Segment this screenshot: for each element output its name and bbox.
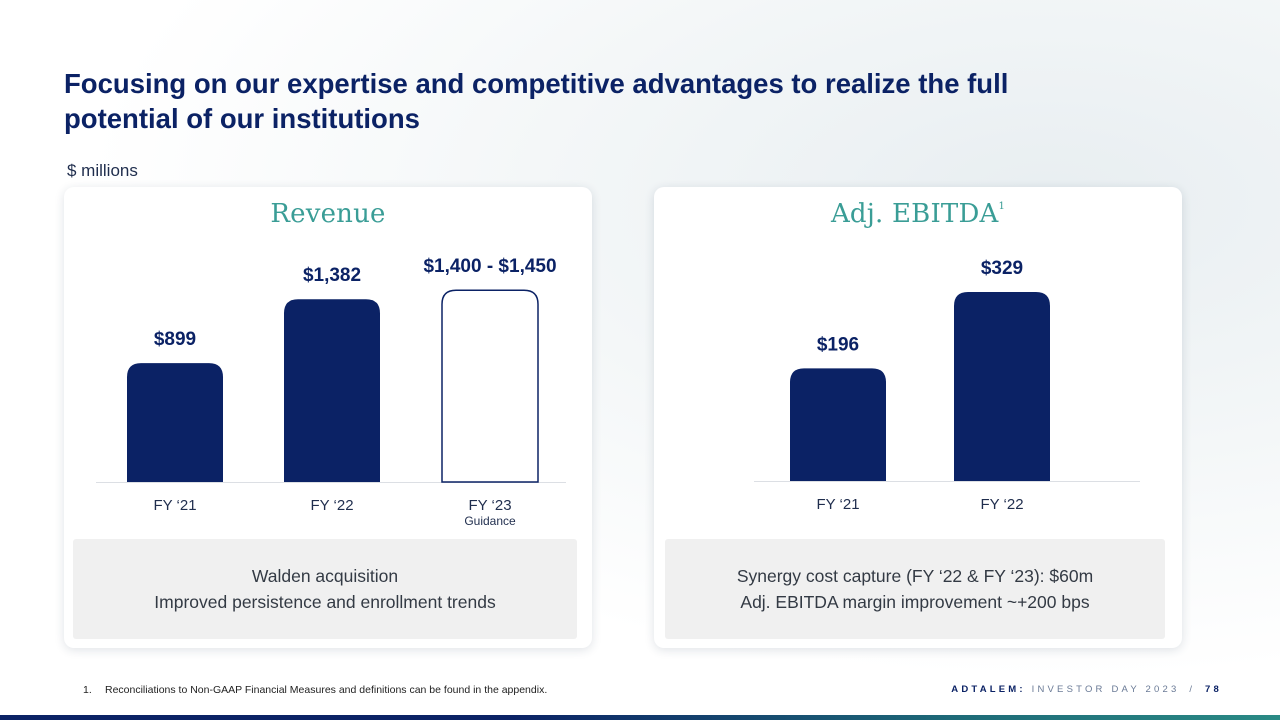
- ebitda-title-footnote-marker: 1: [998, 201, 1006, 212]
- footnote-text: Reconciliations to Non-GAAP Financial Me…: [105, 684, 548, 696]
- revenue-data-label-2: $1,382: [303, 265, 361, 286]
- ebitda-data-label-1: $196: [817, 334, 859, 355]
- footer-brand: ADTALEM: INVESTOR DAY 2023 / 78: [951, 684, 1222, 695]
- revenue-bar-2: [284, 299, 380, 482]
- revenue-chart-title: Revenue: [270, 199, 386, 229]
- revenue-callout: Walden acquisition Improved persistence …: [73, 539, 577, 639]
- revenue-data-label-3: $1,400 - $1,450: [423, 256, 556, 277]
- revenue-callout-line-1: Walden acquisition: [251, 566, 399, 586]
- page-title: Focusing on our expertise and competitiv…: [64, 68, 1009, 134]
- revenue-category-label-1: FY ‘21: [153, 497, 196, 514]
- revenue-bar-3: [441, 289, 539, 483]
- ebitda-callout-line-1: Synergy cost capture (FY ‘22 & FY ‘23): …: [736, 566, 1094, 586]
- footnote-number: 1.: [83, 684, 92, 696]
- ebitda-chart-title: Adj. EBITDA1: [654, 199, 1182, 229]
- page-number: 78: [1205, 684, 1222, 695]
- brand-event: INVESTOR DAY 2023: [1031, 684, 1180, 695]
- revenue-category-label-3: FY ‘23: [468, 497, 511, 514]
- ebitda-callout: Synergy cost capture (FY ‘22 & FY ‘23): …: [665, 539, 1165, 639]
- revenue-card: Revenue $899 FY ‘21 $1,382 FY ‘22 $1,400 - $…: [64, 187, 592, 648]
- revenue-callout-line-2: Improved persistence and enrollment tren…: [154, 592, 496, 612]
- ebitda-data-label-2: $329: [981, 258, 1023, 279]
- revenue-chart: $899 FY ‘21 $1,382 FY ‘22 $1,400 - $1,450 FY …: [96, 256, 566, 528]
- units-label: $ millions: [67, 161, 138, 180]
- ebitda-card: Adj. EBITDA1 $196 FY ‘21 $329 FY ‘22 Synerg…: [654, 187, 1182, 648]
- revenue-bar-1: [127, 363, 223, 482]
- revenue-category-sublabel-3: Guidance: [464, 514, 516, 528]
- bottom-accent-bar: [0, 715, 1280, 720]
- footnote: 1. Reconciliations to Non-GAAP Financial …: [83, 684, 547, 696]
- ebitda-callout-line-2: Adj. EBITDA margin improvement ~+200 bps: [740, 592, 1090, 612]
- brand-separator: /: [1189, 684, 1196, 695]
- brand-name: ADTALEM:: [951, 684, 1026, 695]
- ebitda-bar-1: [790, 368, 886, 481]
- ebitda-bar-2: [954, 291, 1050, 481]
- ebitda-title-text: Adj. EBITDA: [830, 199, 999, 229]
- ebitda-chart: $196 FY ‘21 $329 FY ‘22: [754, 258, 1140, 513]
- revenue-category-label-2: FY ‘22: [310, 497, 353, 514]
- ebitda-category-label-1: FY ‘21: [816, 496, 859, 513]
- ebitda-category-label-2: FY ‘22: [980, 496, 1023, 513]
- revenue-data-label-1: $899: [154, 329, 196, 350]
